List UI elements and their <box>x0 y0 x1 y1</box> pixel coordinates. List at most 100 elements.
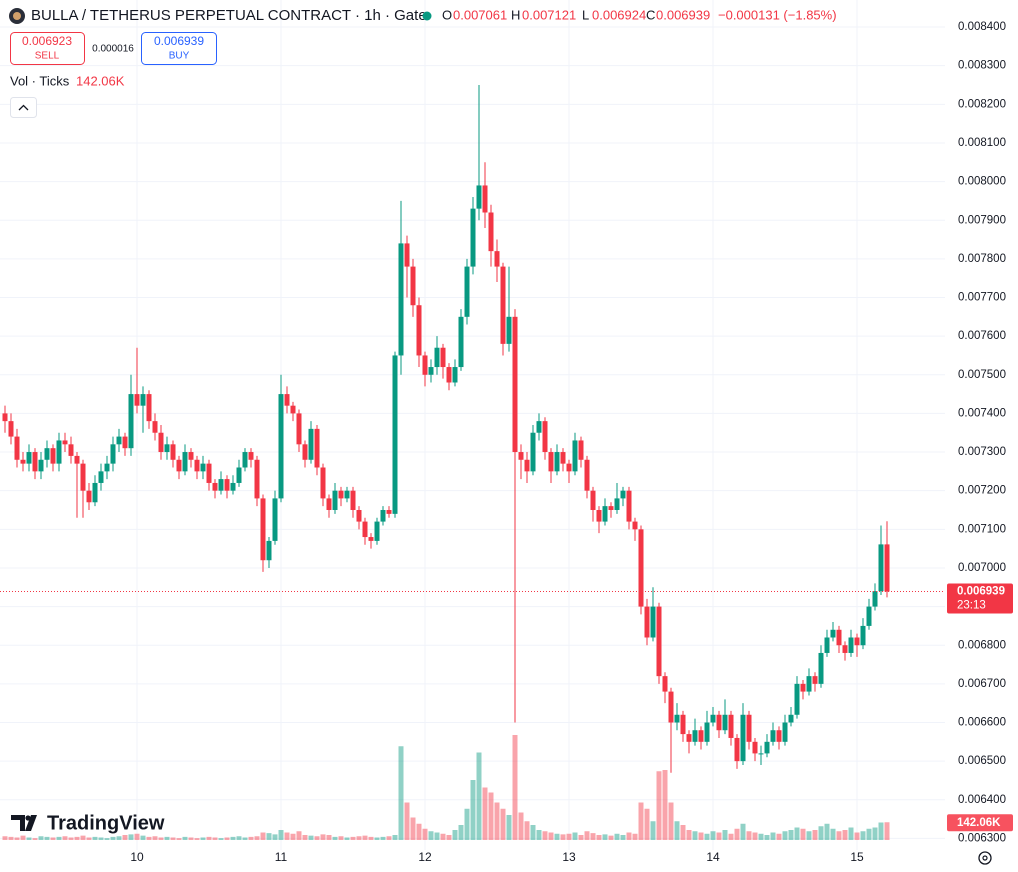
candle-body <box>674 714 680 723</box>
candle-body <box>584 459 590 491</box>
candle-body <box>38 459 44 472</box>
candle-body <box>2 413 8 422</box>
candle-body <box>344 490 350 499</box>
y-tick-label: 0.007300 <box>958 446 1006 458</box>
candle-body <box>194 459 200 472</box>
volume-bar <box>650 821 656 840</box>
candle-body <box>230 482 236 491</box>
volume-bar <box>782 831 788 840</box>
candle-body <box>224 479 230 491</box>
volume-bar <box>734 828 740 840</box>
candle-body <box>686 734 692 742</box>
volume-bar <box>416 823 422 840</box>
candle-body <box>440 347 446 368</box>
candle-body <box>248 452 254 460</box>
volume-bar <box>206 836 212 840</box>
volume-bar <box>146 836 152 840</box>
candle-body <box>842 645 848 653</box>
volume-bar <box>224 837 230 840</box>
volume-bar <box>710 831 716 840</box>
y-tick-label: 0.006300 <box>958 832 1006 844</box>
volume-bar <box>2 836 8 840</box>
candle-body <box>740 714 746 762</box>
volume-bar <box>26 837 32 840</box>
candle-body <box>8 421 14 437</box>
candle-body <box>200 463 206 472</box>
volume-bar <box>674 821 680 840</box>
candle-body <box>158 432 164 453</box>
volume-bar <box>44 836 50 840</box>
volume-bar <box>32 838 38 840</box>
candle-body <box>254 459 260 499</box>
candle-body <box>878 544 884 592</box>
candle-body <box>110 444 116 464</box>
volume-bar <box>776 833 782 840</box>
volume-bar <box>446 835 452 840</box>
y-tick-label: 0.006800 <box>958 639 1006 651</box>
candle-body <box>164 444 170 453</box>
y-tick-label: 0.006500 <box>958 755 1006 767</box>
candle-body <box>860 625 866 646</box>
volume-bar <box>590 833 596 840</box>
settings-icon-inner <box>982 855 988 861</box>
y-tick-label: 0.007000 <box>958 562 1006 574</box>
settings-icon[interactable] <box>978 851 992 865</box>
candle-body <box>98 471 104 483</box>
candle-body <box>74 455 80 464</box>
y-tick-label: 0.008400 <box>958 21 1006 33</box>
volume-bar <box>620 835 626 840</box>
candle-body <box>872 591 878 607</box>
candle-body <box>188 452 194 460</box>
volume-bar <box>194 838 200 840</box>
buy-price: 0.006939 <box>154 34 204 48</box>
candle-body <box>770 730 776 742</box>
y-tick-label: 0.008100 <box>958 137 1006 149</box>
y-tick-label: 0.008200 <box>958 98 1006 110</box>
ohlc-value: 0.007121 <box>522 7 576 22</box>
volume-indicator: Vol · Ticks <box>10 73 70 88</box>
volume-bar <box>8 836 14 840</box>
collapse-button[interactable] <box>10 97 37 118</box>
grid <box>0 0 945 850</box>
volume-bar <box>758 833 764 840</box>
x-tick-label: 10 <box>130 850 144 864</box>
ohlc-label: L <box>582 7 589 22</box>
countdown-label: 23:13 <box>957 600 986 612</box>
sell-button[interactable] <box>10 32 85 65</box>
volume-bar <box>476 752 482 840</box>
candle-body <box>104 463 110 472</box>
candle-body <box>746 714 752 742</box>
candle-body <box>548 452 554 472</box>
volume-bar <box>794 827 800 840</box>
volume-bar <box>458 825 464 840</box>
candle-body <box>662 676 668 692</box>
volume-bar <box>542 831 548 840</box>
candle-body <box>140 394 146 406</box>
last-price-label: 0.006939 <box>957 586 1005 598</box>
buy-button[interactable] <box>141 32 217 65</box>
candle-body <box>428 367 434 375</box>
candle-body <box>176 459 182 472</box>
candle-body <box>380 510 386 522</box>
candle-body <box>758 753 764 755</box>
volume-bar <box>578 835 584 840</box>
volume-bar <box>566 833 572 840</box>
candle-body <box>578 440 584 460</box>
candle-body <box>608 506 614 510</box>
candle-body <box>638 529 644 607</box>
volume-bar <box>494 802 500 840</box>
volume-bar <box>614 833 620 840</box>
candle-body <box>128 394 134 449</box>
volume-bar <box>410 817 416 840</box>
volume-bar <box>134 833 140 840</box>
candle-body <box>734 737 740 762</box>
candle-body <box>152 421 158 433</box>
volume-bar <box>344 837 350 840</box>
candle-body <box>290 405 296 414</box>
volume-bar <box>644 808 650 840</box>
volume-bar <box>662 770 668 840</box>
ohlc-label: H <box>511 7 520 22</box>
candle-body <box>836 629 842 646</box>
candle-body <box>596 510 602 522</box>
